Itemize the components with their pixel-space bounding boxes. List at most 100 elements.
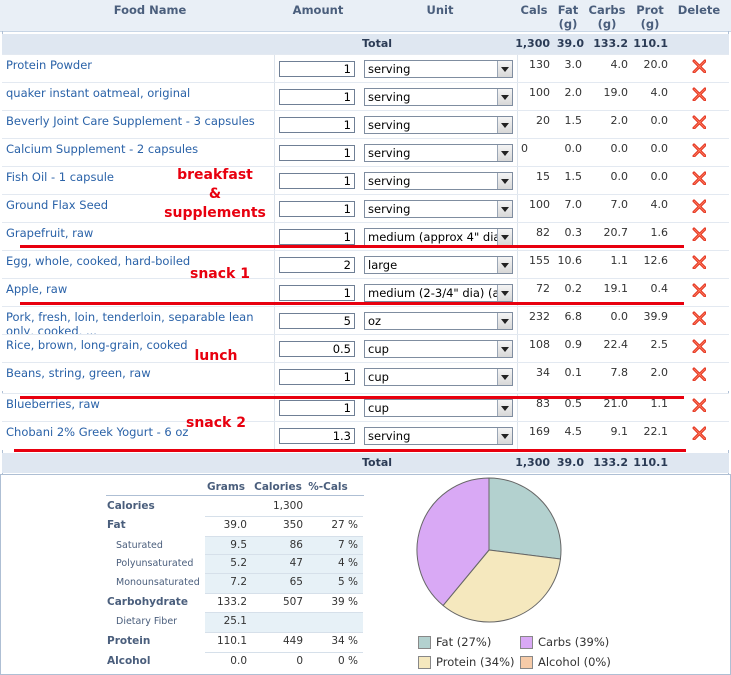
row-cals: 232 xyxy=(529,310,550,323)
nutrition-sublabel: Saturated xyxy=(116,540,163,551)
nutrition-pct: 27 % xyxy=(331,519,358,531)
amount-input[interactable]: 1 xyxy=(279,285,355,301)
column-divider xyxy=(517,251,518,279)
unit-select[interactable]: serving xyxy=(364,88,513,106)
chevron-down-icon[interactable] xyxy=(497,89,512,105)
unit-select[interactable]: serving xyxy=(364,116,513,134)
unit-select[interactable]: medium (approx 4" dia xyxy=(364,228,513,246)
chevron-down-icon[interactable] xyxy=(497,428,512,444)
amount-input[interactable]: 5 xyxy=(279,313,355,329)
table-row: Egg, whole, cooked, hard-boiled 2 large 155… xyxy=(2,250,729,279)
food-name-link[interactable]: Protein Powder xyxy=(6,58,93,72)
delete-x-icon[interactable] xyxy=(692,311,706,325)
amount-input[interactable]: 1 xyxy=(279,201,355,217)
food-name-link[interactable]: Fish Oil - 1 capsule xyxy=(6,170,115,184)
legend-label-alcohol: Alcohol (0%) xyxy=(538,655,611,669)
row-carbs: 4.0 xyxy=(610,58,629,71)
food-name-link[interactable]: Chobani 2% Greek Yogurt - 6 oz xyxy=(6,425,189,439)
legend-label-protein: Protein (34%) xyxy=(436,655,515,669)
chevron-down-icon[interactable] xyxy=(497,369,512,385)
row-fat: 0.0 xyxy=(564,142,583,155)
chevron-down-icon[interactable] xyxy=(497,257,512,273)
food-name-link[interactable]: Grapefruit, raw xyxy=(6,226,94,240)
annotation-breakfast-text: breakfast xyxy=(177,167,253,183)
delete-x-icon[interactable] xyxy=(692,398,706,412)
chevron-down-icon[interactable] xyxy=(497,61,512,77)
food-name-link[interactable]: Beverly Joint Care Supplement - 3 capsul… xyxy=(6,114,255,128)
delete-x-icon[interactable] xyxy=(692,255,706,269)
delete-x-icon[interactable] xyxy=(692,426,706,440)
chevron-down-icon[interactable] xyxy=(497,313,512,329)
delete-x-icon[interactable] xyxy=(692,59,706,73)
nutrition-grams: 133.2 xyxy=(216,596,247,608)
unit-select[interactable]: large xyxy=(364,256,513,274)
food-name-link[interactable]: Beans, string, green, raw xyxy=(6,366,151,380)
food-name-link[interactable]: quaker instant oatmeal, original xyxy=(6,86,191,100)
pie-slice-carbs xyxy=(416,477,490,607)
amount-input[interactable]: 1 xyxy=(279,400,355,416)
amount-input[interactable]: 1 xyxy=(279,145,355,161)
row-prot: 0.0 xyxy=(650,114,669,127)
nutrition-calories: 1,300 xyxy=(272,500,303,512)
table-row: Calcium Supplement - 2 capsules 1 serving 0… xyxy=(2,138,729,167)
table-row: quaker instant oatmeal, original 1 serving… xyxy=(2,82,729,111)
food-name-link[interactable]: Ground Flax Seed xyxy=(6,198,109,212)
row-prot: 0.0 xyxy=(650,170,669,183)
amount-input[interactable]: 1 xyxy=(279,61,355,77)
amount-input[interactable]: 1 xyxy=(279,369,355,385)
food-name-link[interactable]: Rice, brown, long-grain, cooked xyxy=(6,338,188,352)
column-divider xyxy=(517,111,518,139)
chevron-down-icon[interactable] xyxy=(497,145,512,161)
amount-input[interactable]: 0.5 xyxy=(279,341,355,357)
row-carbs: 0.0 xyxy=(610,310,629,323)
nutrition-grams: 39.0 xyxy=(223,519,247,531)
food-name-link[interactable]: Blueberries, raw xyxy=(6,397,100,411)
food-name-link[interactable]: Calcium Supplement - 2 capsules xyxy=(6,142,199,156)
column-divider xyxy=(517,363,518,391)
nutrition-calories: 507 xyxy=(282,596,303,608)
delete-x-icon[interactable] xyxy=(692,115,706,129)
unit-select[interactable]: serving xyxy=(364,60,513,78)
chevron-down-icon[interactable] xyxy=(497,285,512,301)
header-amount: Amount xyxy=(292,3,344,17)
delete-x-icon[interactable] xyxy=(692,171,706,185)
unit-select[interactable]: medium (2-3/4" dia) (a xyxy=(364,284,513,302)
chevron-down-icon[interactable] xyxy=(497,201,512,217)
unit-select[interactable]: cup xyxy=(364,340,513,358)
unit-select[interactable]: serving xyxy=(364,144,513,162)
food-name-link[interactable]: Apple, raw xyxy=(6,282,68,296)
chevron-down-icon[interactable] xyxy=(497,173,512,189)
delete-x-icon[interactable] xyxy=(692,87,706,101)
amount-input[interactable]: 1 xyxy=(279,117,355,133)
amount-input[interactable]: 1.3 xyxy=(279,428,355,444)
amount-input[interactable]: 1 xyxy=(279,89,355,105)
row-cals: 82 xyxy=(536,226,550,239)
delete-x-icon[interactable] xyxy=(692,283,706,297)
row-fat: 7.0 xyxy=(564,198,583,211)
unit-select[interactable]: oz xyxy=(364,312,513,330)
total-label: Total xyxy=(362,37,393,50)
delete-x-icon[interactable] xyxy=(692,227,706,241)
unit-select[interactable]: serving xyxy=(364,427,513,445)
amount-input[interactable]: 1 xyxy=(279,229,355,245)
amount-input[interactable]: 2 xyxy=(279,257,355,273)
unit-select[interactable]: serving xyxy=(364,200,513,218)
chevron-down-icon[interactable] xyxy=(497,117,512,133)
chevron-down-icon[interactable] xyxy=(497,341,512,357)
column-divider xyxy=(274,394,275,422)
unit-select[interactable]: serving xyxy=(364,172,513,190)
delete-x-icon[interactable] xyxy=(692,143,706,157)
table-row: Ground Flax Seed 1 serving 100 7.0 7.0 4.0 xyxy=(2,194,729,223)
amount-input[interactable]: 1 xyxy=(279,173,355,189)
column-divider xyxy=(274,83,275,111)
delete-x-icon[interactable] xyxy=(692,367,706,381)
unit-select[interactable]: cup xyxy=(364,368,513,386)
delete-x-icon[interactable] xyxy=(692,199,706,213)
chevron-down-icon[interactable] xyxy=(497,229,512,245)
row-carbs: 22.4 xyxy=(603,338,629,351)
delete-x-icon[interactable] xyxy=(692,339,706,353)
unit-select[interactable]: cup xyxy=(364,399,513,417)
food-name-link[interactable]: Egg, whole, cooked, hard-boiled xyxy=(6,254,191,268)
unit-select-value: serving xyxy=(368,202,411,216)
chevron-down-icon[interactable] xyxy=(497,400,512,416)
